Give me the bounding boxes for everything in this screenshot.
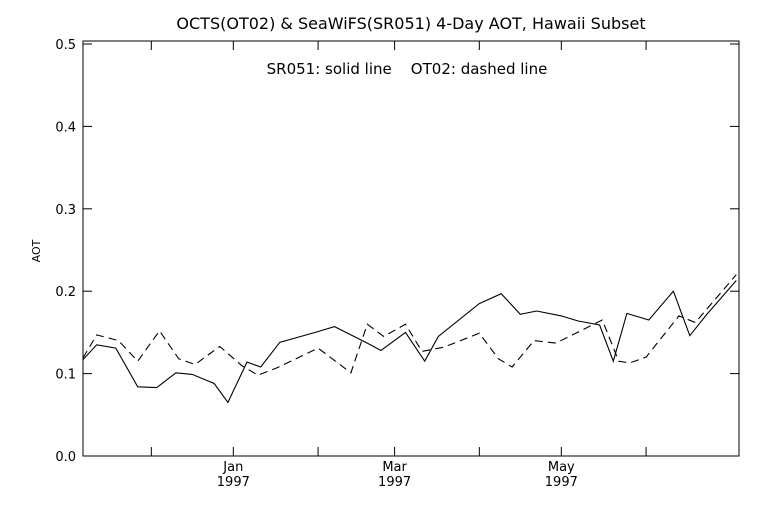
y-tick-label: 0.0: [55, 450, 76, 465]
series-line-sr051: [82, 280, 737, 404]
x-tick-label: May: [548, 460, 575, 475]
x-tick-label: Jan: [222, 460, 243, 475]
y-tick-label: 0.4: [55, 120, 76, 135]
y-tick-label: 0.2: [55, 285, 76, 300]
plot-frame: [82, 40, 740, 457]
y-tick-label: 0.1: [55, 368, 76, 383]
series-style-annotation: SR051: solid line OT02: dashed line: [267, 60, 548, 78]
x-tick-sublabel: 1997: [545, 475, 578, 490]
x-tick-sublabel: 1997: [378, 475, 411, 490]
series-line-ot02: [82, 274, 737, 376]
y-tick-label: 0.3: [55, 203, 76, 218]
x-tick-sublabel: 1997: [217, 475, 250, 490]
series-group: [82, 274, 737, 404]
x-tick-label: Mar: [382, 460, 407, 475]
chart-title: OCTS(OT02) & SeaWiFS(SR051) 4-Day AOT, H…: [176, 14, 645, 33]
y-tick-label: 0.5: [55, 38, 76, 53]
y-axis-label: AOT: [30, 239, 43, 262]
